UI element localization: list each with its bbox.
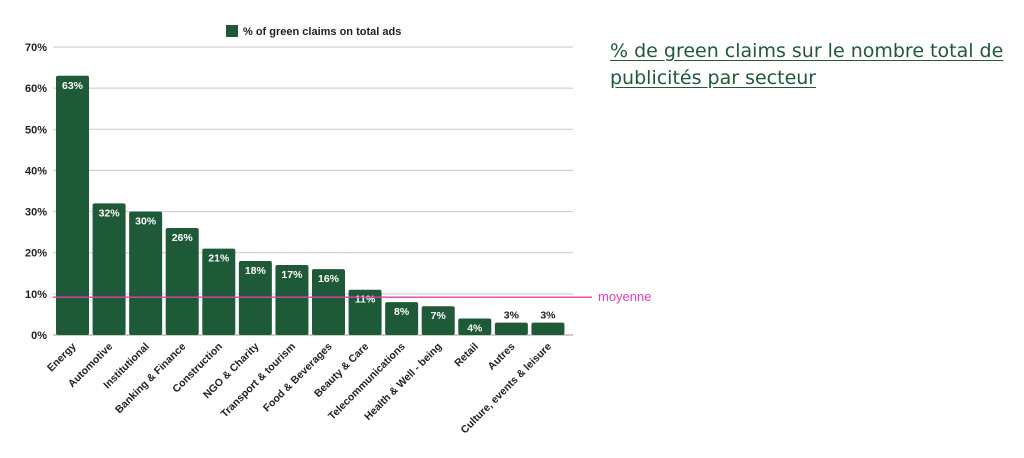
y-tick-label: 50% — [25, 124, 47, 136]
y-tick-label: 70% — [25, 42, 47, 54]
y-tick-label: 10% — [25, 289, 47, 301]
y-tick-label: 60% — [25, 83, 47, 95]
legend: % of green claims on total ads — [226, 25, 401, 38]
legend-swatch — [226, 25, 238, 37]
value-label: 11% — [355, 294, 376, 306]
bar — [494, 322, 528, 335]
value-label: 17% — [281, 269, 303, 281]
bar — [92, 203, 126, 335]
y-tick-label: 40% — [25, 165, 47, 177]
bar — [312, 269, 345, 335]
bars — [56, 75, 565, 336]
side-title: % de green claims sur le nombre total de… — [610, 40, 1004, 89]
value-label: 18% — [245, 265, 267, 277]
bar — [348, 289, 382, 335]
bar — [531, 322, 565, 335]
bar — [202, 248, 236, 335]
value-label: 7% — [431, 310, 447, 322]
value-label: 21% — [208, 253, 230, 265]
bar — [421, 306, 455, 335]
value-label: 32% — [99, 207, 121, 219]
value-label: 16% — [318, 273, 340, 285]
value-label: 3% — [504, 310, 520, 322]
value-labels: 63% 32% 30% 26% 21% 18% 17% 16% 11% 8% 7% 4% 3% 3% — [62, 80, 556, 335]
category-label: Retail — [452, 341, 481, 370]
category-label: Banking & Finance — [113, 341, 188, 416]
bar — [165, 228, 199, 335]
value-label: 8% — [394, 306, 410, 318]
category-label: Food & Beverages — [261, 341, 335, 415]
y-tick-label: 0% — [31, 330, 47, 342]
category-label: Energy — [45, 341, 79, 375]
value-label: 4% — [467, 323, 483, 335]
bar — [129, 211, 163, 335]
bar — [238, 260, 272, 335]
average-label: moyenne — [598, 289, 651, 304]
bar — [458, 318, 492, 335]
value-label: 30% — [135, 216, 157, 228]
bar — [275, 265, 309, 335]
y-axis-ticks: 0% 10% 20% 30% 40% 50% 60% 70% — [25, 42, 47, 342]
value-label: 3% — [540, 310, 556, 322]
category-label: Autres — [485, 341, 517, 373]
bar — [56, 75, 89, 336]
y-tick-label: 30% — [25, 207, 47, 219]
average-line-group: moyenne — [53, 289, 651, 304]
value-label: 26% — [172, 232, 194, 244]
y-tick-label: 20% — [25, 248, 47, 260]
legend-label: % of green claims on total ads — [243, 26, 401, 38]
value-label: 63% — [62, 80, 84, 92]
bar — [385, 302, 419, 335]
